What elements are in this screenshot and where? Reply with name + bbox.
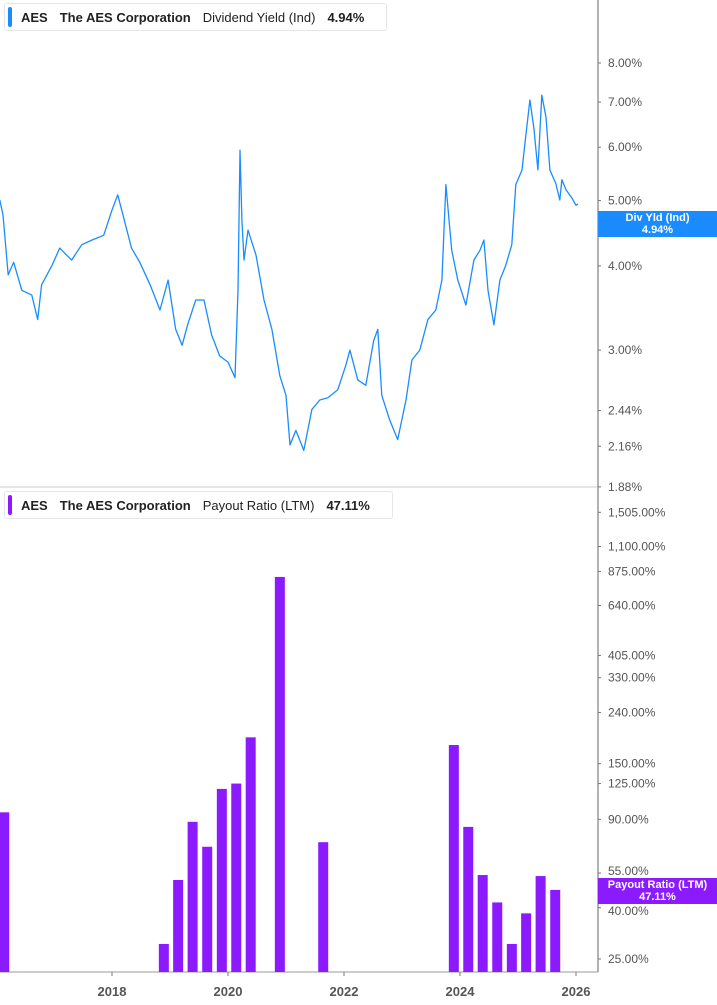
payout-bar [535, 876, 546, 972]
badge-value: 47.11% [639, 891, 676, 903]
payout-bar [448, 745, 459, 972]
bottom-legend: AES The AES Corporation Payout Ratio (LT… [4, 491, 393, 519]
legend-value: 4.94% [327, 9, 365, 25]
y-tick-label: 150.00% [608, 757, 656, 771]
badge-label: Div Yld (Ind) [625, 212, 690, 224]
last-value-badge-payout: Payout Ratio (LTM) 47.11% [598, 878, 717, 904]
legend-company: The AES Corporation [59, 9, 191, 25]
y-tick-label: 125.00% [608, 777, 656, 791]
payout-bar [550, 889, 561, 972]
x-tick-label: 2018 [98, 984, 127, 999]
payout-bar [318, 842, 329, 972]
payout-bar [0, 812, 10, 972]
dividend-yield-line [0, 94, 579, 452]
legend-company: The AES Corporation [59, 497, 191, 513]
payout-bar [521, 913, 532, 972]
badge-label: Payout Ratio (LTM) [607, 879, 708, 891]
y-tick-label: 4.00% [608, 259, 642, 273]
y-tick-label: 1,505.00% [608, 505, 666, 519]
payout-bar [463, 826, 474, 972]
last-value-badge-yield: Div Yld (Ind) 4.94% [598, 211, 717, 237]
y-tick-label: 875.00% [608, 564, 656, 578]
legend-value: 47.11% [326, 497, 370, 513]
legend-metric: Dividend Yield (Ind) [202, 9, 316, 25]
y-tick-label: 5.00% [608, 194, 642, 208]
y-tick-label: 1.88% [608, 480, 642, 494]
payout-bar [274, 576, 285, 972]
series-color-swatch [8, 7, 12, 27]
payout-bar [173, 880, 184, 972]
payout-bar [231, 783, 242, 972]
payout-bar [506, 943, 517, 972]
y-tick-label: 2.44% [608, 404, 642, 418]
x-tick-label: 2020 [214, 984, 243, 999]
x-tick-label: 2022 [330, 984, 359, 999]
payout-bar [245, 737, 256, 972]
x-tick-label: 2026 [562, 984, 591, 999]
payout-bar [477, 875, 488, 972]
payout-bar [216, 788, 227, 972]
x-tick-label: 2024 [446, 984, 476, 999]
y-tick-label: 90.00% [608, 812, 649, 826]
legend-metric: Payout Ratio (LTM) [202, 497, 315, 513]
payout-bar [158, 943, 169, 972]
top-legend: AES The AES Corporation Dividend Yield (… [4, 3, 388, 31]
y-tick-label: 7.00% [608, 95, 642, 109]
payout-bar [187, 821, 198, 972]
legend-ticker: AES [21, 9, 48, 25]
badge-value: 4.94% [641, 224, 674, 236]
y-tick-label: 8.00% [608, 56, 642, 70]
y-tick-label: 1,100.00% [608, 539, 666, 553]
y-tick-label: 330.00% [608, 671, 656, 685]
y-tick-label: 55.00% [608, 864, 649, 878]
y-tick-label: 240.00% [608, 705, 656, 719]
y-tick-label: 2.16% [608, 439, 642, 453]
y-tick-label: 6.00% [608, 140, 642, 154]
y-tick-label: 405.00% [608, 648, 656, 662]
y-tick-label: 640.00% [608, 599, 656, 613]
y-tick-label: 25.00% [608, 952, 649, 966]
series-color-swatch [8, 495, 12, 515]
legend-ticker: AES [21, 497, 48, 513]
payout-bar [202, 846, 213, 972]
payout-bar [492, 902, 503, 972]
y-tick-label: 40.00% [608, 904, 649, 918]
y-tick-label: 3.00% [608, 343, 642, 357]
